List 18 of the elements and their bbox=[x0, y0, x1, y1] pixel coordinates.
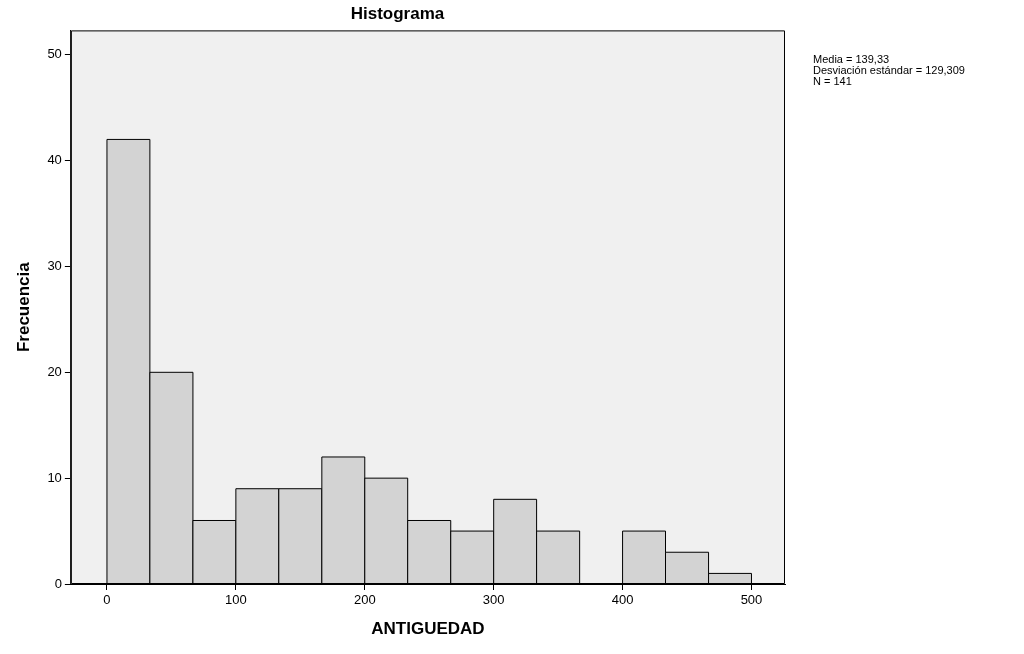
chart-title: Histograma bbox=[350, 3, 445, 23]
y-tick-label: 30 bbox=[47, 258, 62, 274]
x-tick-label: 100 bbox=[225, 592, 247, 608]
y-axis-title: Frecuencia bbox=[13, 261, 33, 353]
x-tick-label: 400 bbox=[611, 592, 634, 608]
x-tick-label: 0 bbox=[103, 592, 111, 608]
x-axis-title: ANTIGUEDAD bbox=[371, 619, 485, 639]
y-tick-label: 0 bbox=[54, 575, 62, 591]
y-tick-label: 10 bbox=[47, 469, 62, 485]
x-tick-label: 500 bbox=[740, 592, 763, 608]
y-tick-label: 20 bbox=[47, 363, 62, 379]
text: Media = 139,33 bbox=[813, 52, 890, 65]
y-tick-label: 40 bbox=[47, 152, 62, 168]
text: Desviación estándar = 129,309 bbox=[813, 63, 965, 76]
x-tick-label: 300 bbox=[482, 592, 505, 608]
text: N = 141 bbox=[813, 74, 852, 87]
x-tick-label: 200 bbox=[353, 592, 376, 608]
y-tick-label: 50 bbox=[47, 46, 62, 62]
